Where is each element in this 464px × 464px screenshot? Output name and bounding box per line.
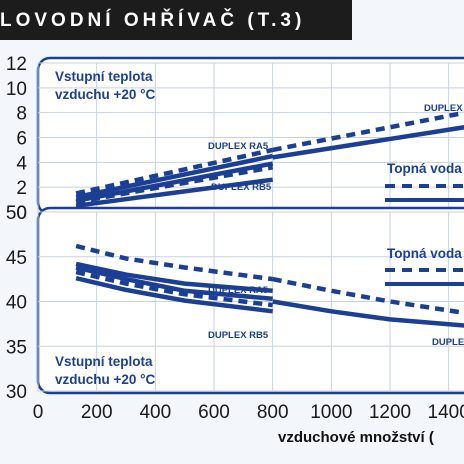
chart2-x-tick-label: 800 xyxy=(257,402,289,423)
chart2-y-tick-label: 30 xyxy=(6,382,27,403)
chart1-y-tick-label: 10 xyxy=(6,79,27,100)
chart1-series-line xyxy=(75,147,274,196)
x-axis-label: vzduchové množství ( xyxy=(278,429,434,446)
chart2-series xyxy=(75,243,464,328)
chart1-series-line xyxy=(75,165,274,205)
chart2-label-duplex: DUPLEX xyxy=(432,337,464,348)
chart2-x-tick-label: 400 xyxy=(139,402,171,423)
chart1-annotation-line2: vzduchu +20 °C xyxy=(55,87,156,102)
chart2-series-line xyxy=(272,299,464,328)
chart-title: LOVODNÍ OHŘÍVAČ (T.3) xyxy=(0,10,306,31)
chart2-x-tick-label: 1200 xyxy=(369,402,411,423)
chart1-series-line xyxy=(75,153,274,200)
chart2-annotation-line2: vzduchu +20 °C xyxy=(55,372,156,387)
chart1-annotation-line1: Vstupní teplota xyxy=(55,69,153,84)
chart1-series-line xyxy=(272,125,464,160)
chart2-y-tick-label: 35 xyxy=(6,337,27,358)
chart2-x-tick-label: 1000 xyxy=(310,402,352,423)
title-bar: LOVODNÍ OHŘÍVAČ (T.3) xyxy=(0,0,352,40)
chart1-yticks: 0 2 4 6 8 10 12 xyxy=(6,54,28,224)
chart2-x-tick-label: 600 xyxy=(198,402,230,423)
chart1-y-tick-label: 12 xyxy=(6,54,27,75)
chart2-x-tick-label: 200 xyxy=(81,402,113,423)
chart1-legend-title: Topná voda xyxy=(387,161,462,176)
chart1-series-line xyxy=(75,177,273,209)
chart2-y-tick-label: 50 xyxy=(6,203,27,224)
chart1-label-ra5: DUPLEX RA5 xyxy=(208,141,269,152)
chart1-label-rb5: DUPLEX RB5 xyxy=(211,182,272,193)
chart2-label-rb5: DUPLEX RB5 xyxy=(208,330,269,341)
chart2-yticks: 30 35 40 45 50 xyxy=(6,203,27,403)
chart1-label-duplex: DUPLEX xyxy=(424,103,463,114)
chart1-y-tick-label: 6 xyxy=(16,129,27,150)
chart2-x-tick-label: 0 xyxy=(33,402,44,423)
chart2-annotation-line1: Vstupní teplota xyxy=(55,354,153,369)
chart1-y-tick-label: 8 xyxy=(16,104,27,125)
chart1-y-tick-label: 4 xyxy=(16,153,27,174)
chart2-series-line xyxy=(75,261,273,294)
chart2-series-line xyxy=(75,265,273,302)
chart2-legend-title: Topná voda xyxy=(387,246,462,261)
chart2-y-tick-label: 45 xyxy=(6,248,27,269)
chart2-x-tick-label: 1400 xyxy=(428,402,464,423)
chart2-series-line xyxy=(75,243,273,282)
chart2-xticks: 0 200 400 600 800 1000 1200 1400 xyxy=(33,402,464,423)
chart2-series-line xyxy=(75,269,273,308)
chart1-y-tick-label: 0 xyxy=(16,203,27,224)
chart2-y-tick-label: 40 xyxy=(6,293,27,314)
chart1-series xyxy=(75,110,464,209)
chart1-y-tick-label: 2 xyxy=(16,178,27,199)
chart1-series-line xyxy=(272,110,464,153)
chart2-label-ra5: DUPLEX RA5 xyxy=(208,285,269,296)
chart2-series-line xyxy=(75,276,273,314)
